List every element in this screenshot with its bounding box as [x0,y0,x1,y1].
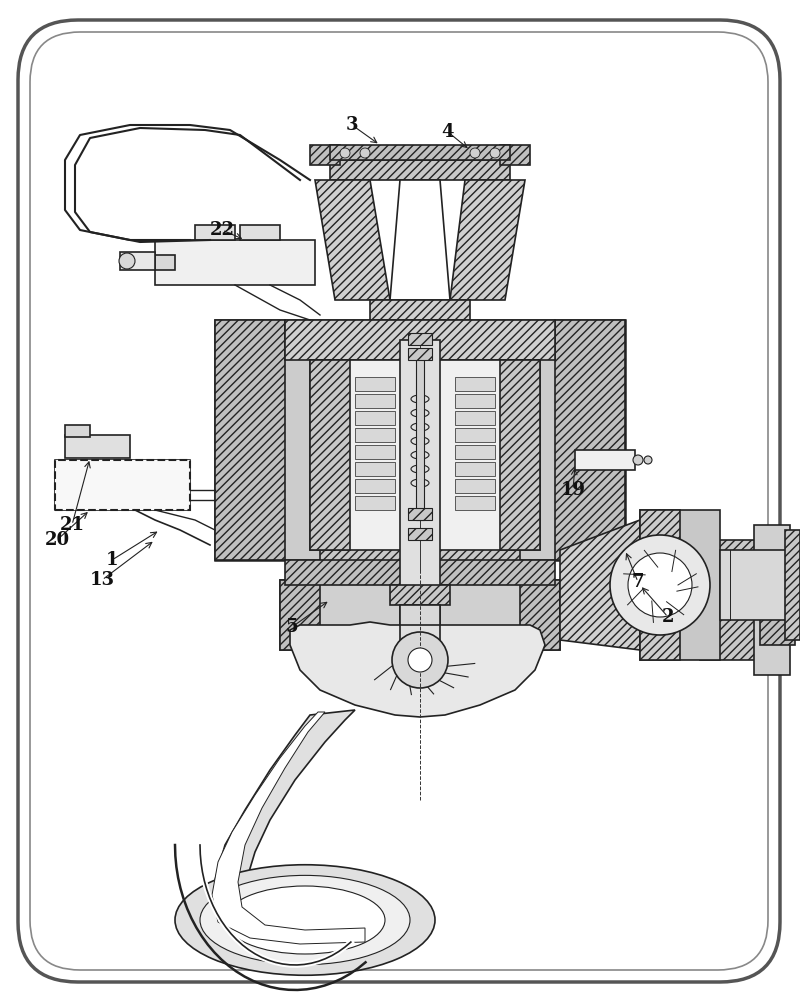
Polygon shape [320,545,520,585]
Circle shape [470,148,480,158]
Polygon shape [330,145,510,160]
Text: 4: 4 [442,123,454,141]
Polygon shape [555,320,625,560]
Ellipse shape [175,865,435,975]
Polygon shape [455,394,495,408]
Text: 2: 2 [662,608,674,626]
Text: 1: 1 [106,551,118,569]
FancyBboxPatch shape [18,20,780,982]
Circle shape [408,648,432,672]
Text: 20: 20 [45,531,70,549]
Polygon shape [450,180,525,300]
Circle shape [360,148,370,158]
Polygon shape [355,394,395,408]
Circle shape [392,632,448,688]
Polygon shape [560,580,700,620]
Polygon shape [416,350,424,520]
Polygon shape [640,510,720,660]
Text: 19: 19 [561,481,586,499]
Polygon shape [155,240,315,285]
Polygon shape [315,180,390,300]
Ellipse shape [225,886,385,954]
Polygon shape [455,445,495,459]
Polygon shape [408,333,432,345]
Polygon shape [760,555,795,645]
Polygon shape [285,560,555,585]
Polygon shape [390,180,450,300]
Polygon shape [408,508,432,520]
Polygon shape [355,411,395,425]
Circle shape [610,535,710,635]
Polygon shape [215,320,285,560]
Text: 13: 13 [90,571,114,589]
Text: 3: 3 [346,116,358,134]
Polygon shape [55,460,190,510]
Polygon shape [65,425,90,437]
Polygon shape [355,445,395,459]
Polygon shape [310,360,540,550]
Polygon shape [500,360,540,550]
Polygon shape [330,160,510,180]
Polygon shape [120,252,155,270]
Polygon shape [240,225,280,240]
Polygon shape [280,580,320,650]
Polygon shape [575,450,635,470]
Polygon shape [290,622,545,717]
Polygon shape [355,462,395,476]
Polygon shape [212,712,365,944]
Polygon shape [310,145,340,165]
Polygon shape [155,255,175,270]
Polygon shape [455,411,495,425]
Polygon shape [285,320,555,360]
Polygon shape [520,580,560,650]
Polygon shape [390,585,450,605]
Ellipse shape [200,875,410,965]
Polygon shape [455,377,495,391]
Polygon shape [455,428,495,442]
Polygon shape [455,479,495,493]
Text: 22: 22 [210,221,234,239]
Polygon shape [455,462,495,476]
Polygon shape [310,360,350,550]
Circle shape [119,253,135,269]
Text: 21: 21 [59,516,85,534]
Polygon shape [560,510,660,660]
Polygon shape [65,435,130,458]
Polygon shape [215,320,625,560]
Polygon shape [700,540,760,660]
Circle shape [644,456,652,464]
Polygon shape [720,550,790,620]
Polygon shape [355,428,395,442]
Polygon shape [500,145,530,165]
Polygon shape [408,348,432,360]
Polygon shape [210,710,370,955]
Polygon shape [754,525,790,675]
Polygon shape [400,605,440,625]
Circle shape [490,148,500,158]
Polygon shape [400,340,440,650]
Polygon shape [370,300,470,320]
Polygon shape [355,377,395,391]
Bar [55,460,190,510]
Text: 7: 7 [632,573,644,591]
Polygon shape [408,528,432,540]
Polygon shape [640,510,680,660]
Polygon shape [355,496,395,510]
Circle shape [340,148,350,158]
Polygon shape [195,225,235,240]
Polygon shape [455,496,495,510]
Polygon shape [685,560,735,640]
Polygon shape [355,479,395,493]
Polygon shape [785,530,800,640]
Text: 5: 5 [286,618,298,636]
Circle shape [628,553,692,617]
Polygon shape [280,580,560,650]
Circle shape [633,455,643,465]
